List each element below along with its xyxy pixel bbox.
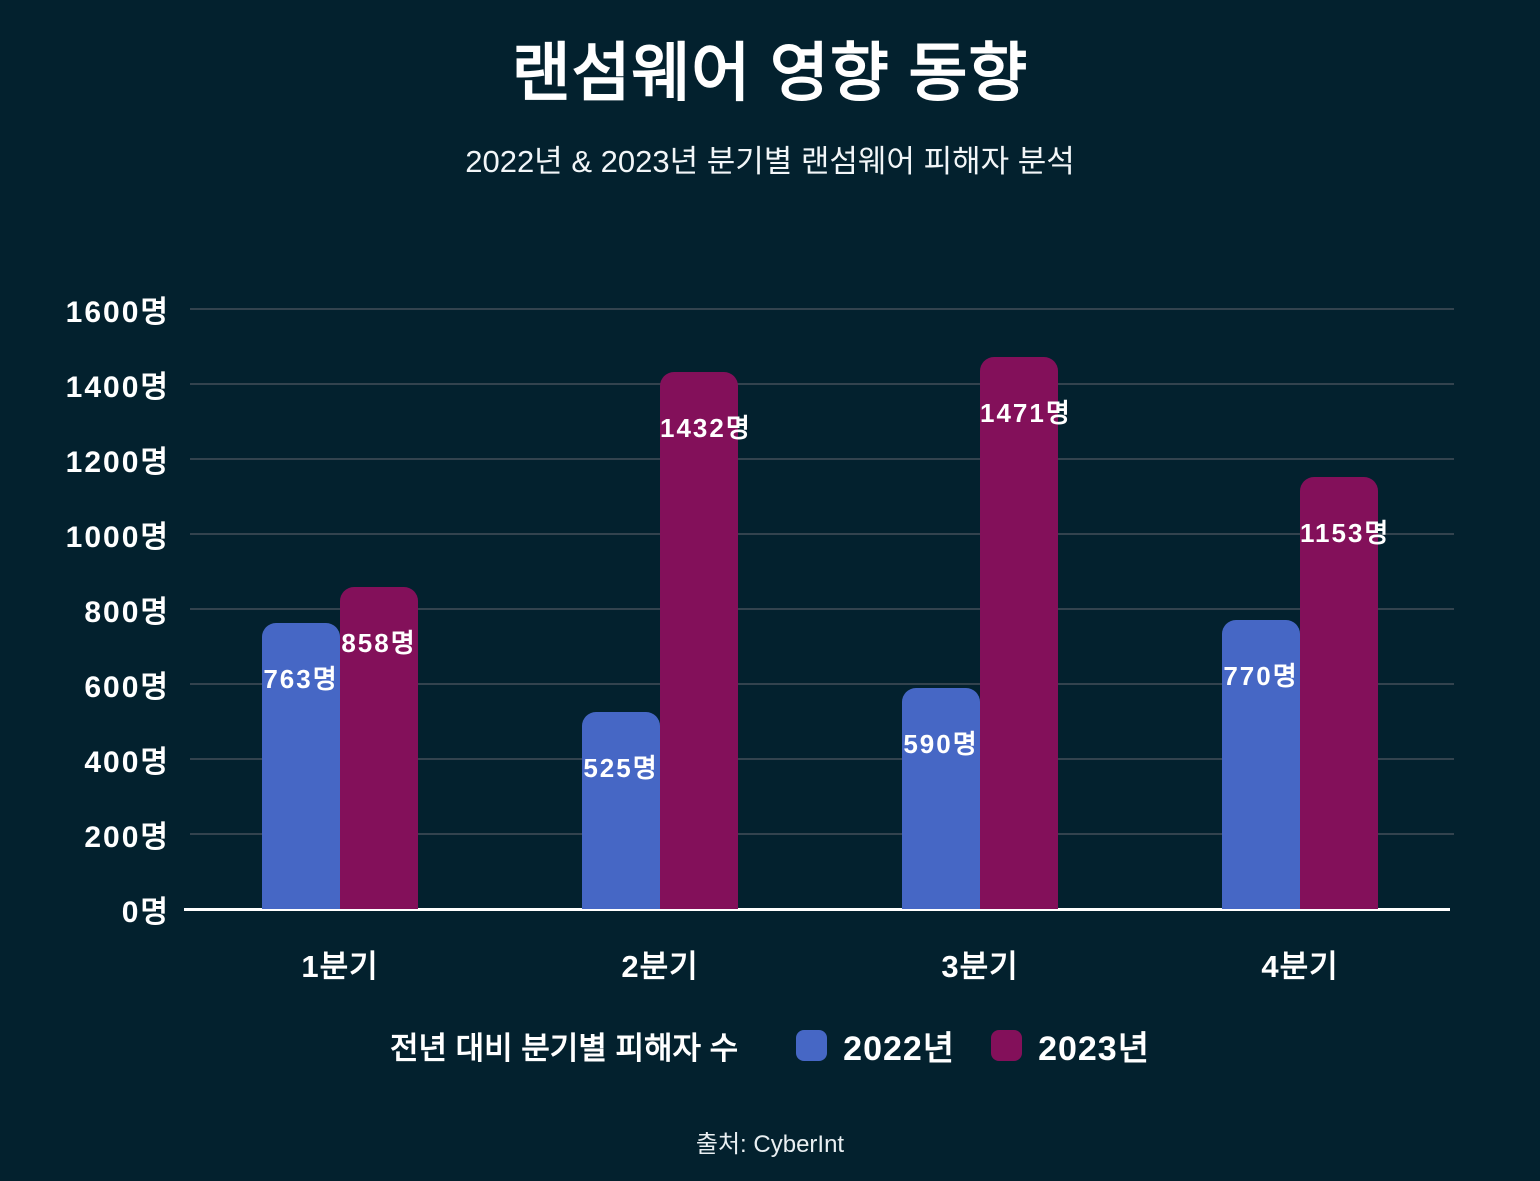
legend-label-2022: 2022년 [843,1029,956,1068]
bar-2022년-3분기: 590명 [902,688,980,909]
bar-value-label: 1153명 [1300,518,1391,548]
x-tick-label-2: 2분기 [621,949,699,984]
page-subtitle: 2022년 & 2023년 분기별 랜섬웨어 피해자 분석 [465,144,1075,179]
x-tick-label-1: 1분기 [301,949,379,984]
bar-2022년-4분기: 770명 [1222,620,1300,909]
bar-value-label: 590명 [903,729,979,759]
legend-item-2023: 2023년 [991,1021,1150,1070]
grouped-bar-chart: 0명 200명 400명 600명 800명 1000명 1200명 1400명 1600명 76… [66,296,1454,984]
legend-swatch-2022 [796,1029,828,1061]
bar-value-label: 770명 [1223,661,1299,691]
x-tick-label-3: 3분기 [941,949,1019,984]
bar-2022년-1분기: 763명 [262,623,340,909]
legend: 전년 대비 분기별 피해자 수 2022년 2023년 [0,1018,1540,1072]
bar-value-label: 1432명 [660,413,752,443]
gridline-200 [190,833,1454,835]
y-tick-label-0: 0명 [121,896,170,929]
bar-2023년-2분기: 1432명 [660,372,752,909]
legend-label-2023: 2023년 [1038,1029,1150,1068]
gridline-1400 [190,383,1454,385]
bar-value-label: 858명 [341,628,417,658]
legend-swatch-2023 [991,1029,1023,1061]
x-tick-label-4: 4분기 [1261,949,1339,984]
gridline-1200 [190,458,1454,460]
gridline-800 [190,608,1454,610]
legend-items: 2022년 2023년 [796,1021,1150,1070]
bar-2023년-3분기: 1471명 [980,357,1072,909]
y-tick-label-1600: 1600명 [65,296,170,329]
legend-title: 전년 대비 분기별 피해자 수 [389,1030,739,1066]
bar-value-label: 1471명 [980,398,1072,428]
y-tick-label-1200: 1200명 [65,446,170,479]
y-tick-label-600: 600명 [84,671,170,704]
bar-2023년-4분기: 1153명 [1300,477,1391,909]
y-tick-label-1400: 1400명 [65,371,170,404]
bar-2023년-1분기: 858명 [340,587,418,909]
legend-item-2022: 2022년 [796,1021,955,1070]
y-tick-label-400: 400명 [84,746,170,779]
y-tick-label-1000: 1000명 [65,521,170,554]
source-caption: 출처: CyberInt [695,1131,845,1158]
page-title: 랜섬웨어 영향 동향 [511,37,1029,109]
bar-value-label: 763명 [263,664,339,694]
bar-2022년-2분기: 525명 [582,712,660,909]
y-tick-label-200: 200명 [84,821,170,854]
bar-value-label: 525명 [583,753,659,783]
gridline-1000 [190,533,1454,535]
y-tick-label-800: 800명 [84,596,170,629]
gridline-1600 [190,308,1454,310]
gridline-400 [190,758,1454,760]
x-axis-baseline [184,908,1450,911]
gridline-600 [190,683,1454,685]
